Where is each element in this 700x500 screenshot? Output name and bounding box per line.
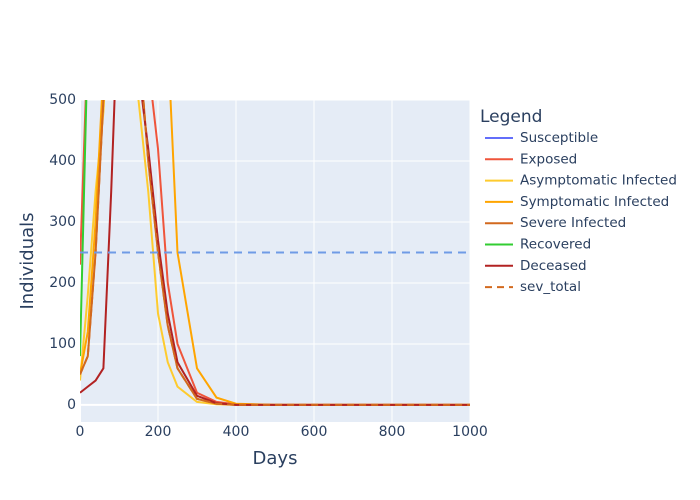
y-tick-label: 400 [49, 153, 76, 169]
x-tick-label: 800 [379, 424, 406, 440]
series-line [80, 0, 470, 33]
y-tick-label: 300 [49, 214, 76, 230]
legend-label: Asymptomatic Infected [520, 173, 677, 189]
x-tick-label: 400 [223, 424, 250, 440]
x-tick-label: 600 [301, 424, 328, 440]
legend-label: Susceptible [520, 130, 598, 146]
y-tick-label: 100 [49, 336, 76, 352]
legend: Susceptible Exposed Asymptomatic Infected S… [485, 130, 677, 295]
y-tick-label: 200 [49, 275, 76, 291]
plot-area [80, 100, 470, 422]
y-tick-label: 500 [49, 92, 76, 108]
y-tick-label: 0 [67, 397, 76, 413]
legend-label: Deceased [520, 258, 587, 274]
x-axis-title: Days [253, 448, 298, 469]
ticks: 0 200 400 600 800 1000 0 100 200 300 400 500 [49, 92, 488, 440]
lines [80, 0, 470, 406]
legend-label: Exposed [520, 151, 577, 167]
legend-label: Severe Infected [520, 215, 626, 231]
y-axis-title: Individuals [17, 212, 38, 309]
legend-label: Recovered [520, 237, 591, 253]
series-line [80, 100, 470, 406]
x-tick-label: 200 [145, 424, 172, 440]
x-tick-label: 1000 [452, 424, 488, 440]
x-tick-label: 0 [76, 424, 85, 440]
legend-title: Legend [480, 107, 542, 127]
legend-label: Symptomatic Infected [520, 194, 669, 210]
legend-label: sev_total [520, 279, 581, 295]
